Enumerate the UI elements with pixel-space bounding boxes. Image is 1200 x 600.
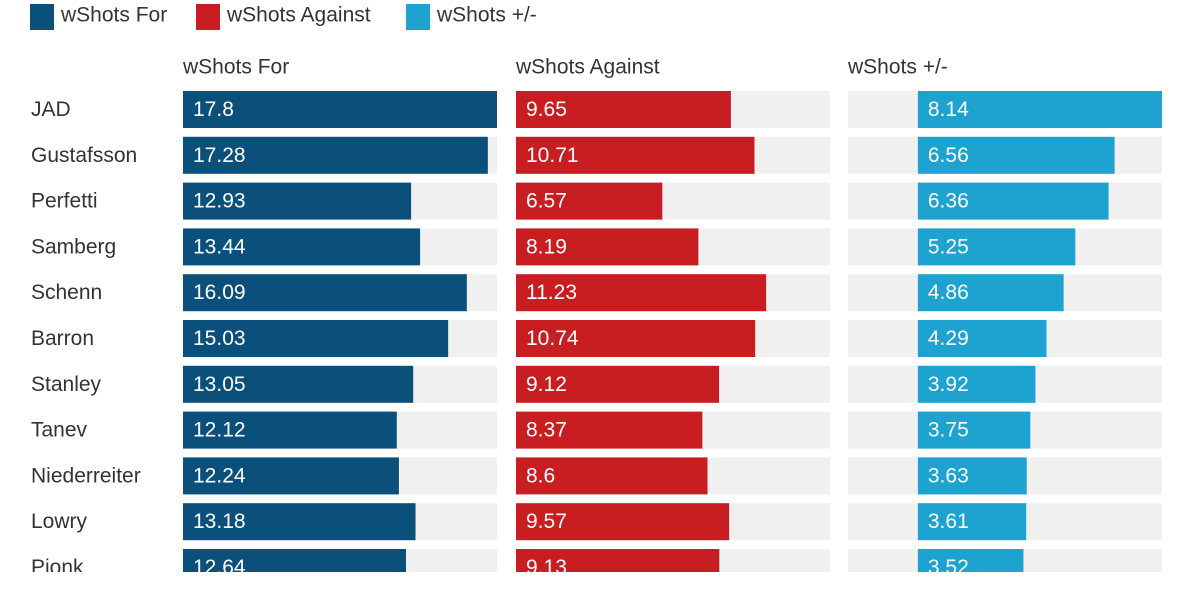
value-label: 17.28 bbox=[193, 144, 246, 167]
row-label: Barron bbox=[31, 327, 94, 350]
row-label: Samberg bbox=[31, 235, 116, 258]
value-label: 5.25 bbox=[928, 235, 969, 258]
bar bbox=[516, 136, 755, 174]
row-label: JAD bbox=[31, 98, 71, 121]
value-label: 3.92 bbox=[928, 373, 969, 396]
value-label: 15.03 bbox=[193, 327, 246, 350]
value-label: 6.36 bbox=[928, 190, 969, 213]
row-label: Pionk bbox=[31, 556, 84, 579]
row-label: Perfetti bbox=[31, 190, 98, 213]
legend-swatch bbox=[30, 4, 54, 30]
value-label: 12.24 bbox=[193, 464, 246, 487]
value-label: 13.18 bbox=[193, 510, 246, 533]
value-label: 3.75 bbox=[928, 419, 969, 442]
value-label: 8.14 bbox=[928, 98, 969, 121]
legend-label: wShots +/- bbox=[436, 4, 537, 27]
bar bbox=[917, 274, 1064, 312]
legend-label: wShots For bbox=[60, 4, 167, 27]
row-label: Tanev bbox=[31, 419, 88, 442]
bar bbox=[516, 549, 720, 572]
bar bbox=[917, 91, 1162, 128]
bar bbox=[183, 549, 406, 572]
bar bbox=[917, 136, 1115, 174]
value-label: 8.37 bbox=[526, 419, 567, 442]
bar bbox=[917, 411, 1031, 449]
bar bbox=[516, 182, 663, 220]
bar bbox=[183, 320, 449, 357]
legend-label: wShots Against bbox=[226, 4, 371, 27]
row-label: Lowry bbox=[31, 510, 88, 533]
bar bbox=[516, 320, 756, 357]
chart-body: JAD Gustafsson Perfetti Samberg Schenn Barron… bbox=[31, 56, 1162, 579]
row-label: Schenn bbox=[31, 281, 102, 304]
value-label: 10.71 bbox=[526, 144, 579, 167]
bar bbox=[183, 457, 399, 495]
column-header: wShots For bbox=[182, 56, 289, 79]
value-label: 4.29 bbox=[928, 327, 969, 350]
value-label: 9.65 bbox=[526, 98, 567, 121]
bar bbox=[917, 228, 1076, 266]
value-label: 3.61 bbox=[928, 510, 969, 533]
bar bbox=[516, 274, 767, 312]
bar bbox=[917, 365, 1036, 403]
value-label: 9.12 bbox=[526, 373, 567, 396]
value-label: 12.93 bbox=[193, 190, 246, 213]
bar bbox=[516, 365, 720, 403]
value-label: 6.57 bbox=[526, 190, 567, 213]
value-label: 8.6 bbox=[526, 464, 555, 487]
bar bbox=[183, 503, 416, 541]
value-label: 9.57 bbox=[526, 510, 567, 533]
column-header: wShots +/- bbox=[847, 56, 948, 79]
bar bbox=[917, 503, 1027, 541]
bar bbox=[183, 136, 488, 174]
bar bbox=[917, 320, 1047, 357]
value-label: 13.05 bbox=[193, 373, 246, 396]
legend-swatch bbox=[196, 4, 220, 30]
value-label: 3.52 bbox=[928, 556, 969, 579]
value-label: 9.13 bbox=[526, 556, 567, 579]
column-header: wShots Against bbox=[515, 56, 660, 79]
value-label: 10.74 bbox=[526, 327, 579, 350]
legend-swatch bbox=[406, 4, 430, 30]
bar bbox=[516, 411, 703, 449]
bar bbox=[917, 182, 1109, 220]
row-label: Stanley bbox=[31, 373, 102, 396]
value-label: 11.23 bbox=[526, 281, 577, 304]
bar bbox=[183, 365, 414, 403]
value-label: 12.64 bbox=[193, 556, 246, 579]
bar bbox=[516, 228, 699, 266]
bar bbox=[183, 91, 497, 128]
value-label: 6.56 bbox=[928, 144, 969, 167]
value-label: 13.44 bbox=[193, 235, 246, 258]
legend: wShots For wShots Against wShots +/- bbox=[30, 4, 537, 30]
value-label: 17.8 bbox=[193, 98, 234, 121]
row-label: Gustafsson bbox=[31, 144, 137, 167]
value-label: 4.86 bbox=[928, 281, 969, 304]
bar bbox=[917, 457, 1027, 495]
bar bbox=[183, 182, 412, 220]
row-label: Niederreiter bbox=[31, 464, 141, 487]
bar bbox=[183, 228, 421, 266]
bar bbox=[516, 503, 730, 541]
value-label: 8.19 bbox=[526, 235, 567, 258]
value-label: 3.63 bbox=[928, 464, 969, 487]
bar bbox=[516, 91, 731, 128]
bar bbox=[183, 411, 397, 449]
bar bbox=[917, 549, 1024, 572]
value-label: 12.12 bbox=[193, 419, 246, 442]
bar bbox=[183, 274, 467, 312]
bar bbox=[516, 457, 708, 495]
value-label: 16.09 bbox=[193, 281, 246, 304]
